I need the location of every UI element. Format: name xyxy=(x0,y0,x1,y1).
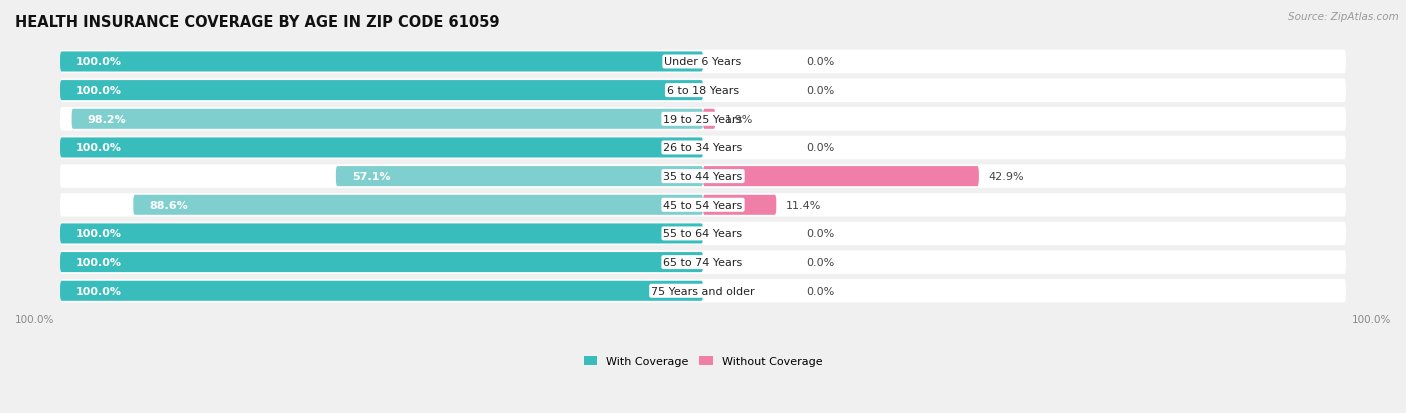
Text: 88.6%: 88.6% xyxy=(149,200,188,210)
FancyBboxPatch shape xyxy=(703,167,979,187)
FancyBboxPatch shape xyxy=(60,138,703,158)
Text: 0.0%: 0.0% xyxy=(806,86,834,96)
Text: Under 6 Years: Under 6 Years xyxy=(665,57,741,67)
Text: 55 to 64 Years: 55 to 64 Years xyxy=(664,229,742,239)
FancyBboxPatch shape xyxy=(60,222,1346,246)
Text: 1.9%: 1.9% xyxy=(725,114,754,124)
Text: 11.4%: 11.4% xyxy=(786,200,821,210)
Text: 100.0%: 100.0% xyxy=(76,229,122,239)
Text: Source: ZipAtlas.com: Source: ZipAtlas.com xyxy=(1288,12,1399,22)
Text: 65 to 74 Years: 65 to 74 Years xyxy=(664,257,742,268)
FancyBboxPatch shape xyxy=(60,279,1346,303)
Text: 6 to 18 Years: 6 to 18 Years xyxy=(666,86,740,96)
FancyBboxPatch shape xyxy=(60,108,1346,131)
Text: 0.0%: 0.0% xyxy=(806,143,834,153)
FancyBboxPatch shape xyxy=(60,81,703,101)
FancyBboxPatch shape xyxy=(60,281,703,301)
FancyBboxPatch shape xyxy=(60,136,1346,160)
FancyBboxPatch shape xyxy=(60,251,1346,274)
FancyBboxPatch shape xyxy=(60,252,703,273)
Text: 0.0%: 0.0% xyxy=(806,257,834,268)
Text: 75 Years and older: 75 Years and older xyxy=(651,286,755,296)
Text: HEALTH INSURANCE COVERAGE BY AGE IN ZIP CODE 61059: HEALTH INSURANCE COVERAGE BY AGE IN ZIP … xyxy=(15,15,499,30)
Text: 100.0%: 100.0% xyxy=(15,315,55,325)
Text: 57.1%: 57.1% xyxy=(352,172,391,182)
FancyBboxPatch shape xyxy=(60,194,1346,217)
FancyBboxPatch shape xyxy=(336,167,703,187)
Text: 98.2%: 98.2% xyxy=(87,114,127,124)
Text: 100.0%: 100.0% xyxy=(76,57,122,67)
Text: 26 to 34 Years: 26 to 34 Years xyxy=(664,143,742,153)
Text: 19 to 25 Years: 19 to 25 Years xyxy=(664,114,742,124)
FancyBboxPatch shape xyxy=(134,195,703,215)
FancyBboxPatch shape xyxy=(60,51,1346,74)
FancyBboxPatch shape xyxy=(703,109,716,130)
FancyBboxPatch shape xyxy=(60,79,1346,103)
FancyBboxPatch shape xyxy=(60,224,703,244)
Text: 100.0%: 100.0% xyxy=(1351,315,1391,325)
FancyBboxPatch shape xyxy=(60,165,1346,188)
Text: 100.0%: 100.0% xyxy=(76,286,122,296)
Text: 42.9%: 42.9% xyxy=(988,172,1024,182)
Text: 100.0%: 100.0% xyxy=(76,143,122,153)
FancyBboxPatch shape xyxy=(703,195,776,215)
Text: 0.0%: 0.0% xyxy=(806,286,834,296)
Text: 45 to 54 Years: 45 to 54 Years xyxy=(664,200,742,210)
FancyBboxPatch shape xyxy=(72,109,703,130)
Text: 100.0%: 100.0% xyxy=(76,257,122,268)
Text: 100.0%: 100.0% xyxy=(76,86,122,96)
Text: 0.0%: 0.0% xyxy=(806,57,834,67)
Legend: With Coverage, Without Coverage: With Coverage, Without Coverage xyxy=(579,352,827,371)
Text: 0.0%: 0.0% xyxy=(806,229,834,239)
Text: 35 to 44 Years: 35 to 44 Years xyxy=(664,172,742,182)
FancyBboxPatch shape xyxy=(60,52,703,72)
